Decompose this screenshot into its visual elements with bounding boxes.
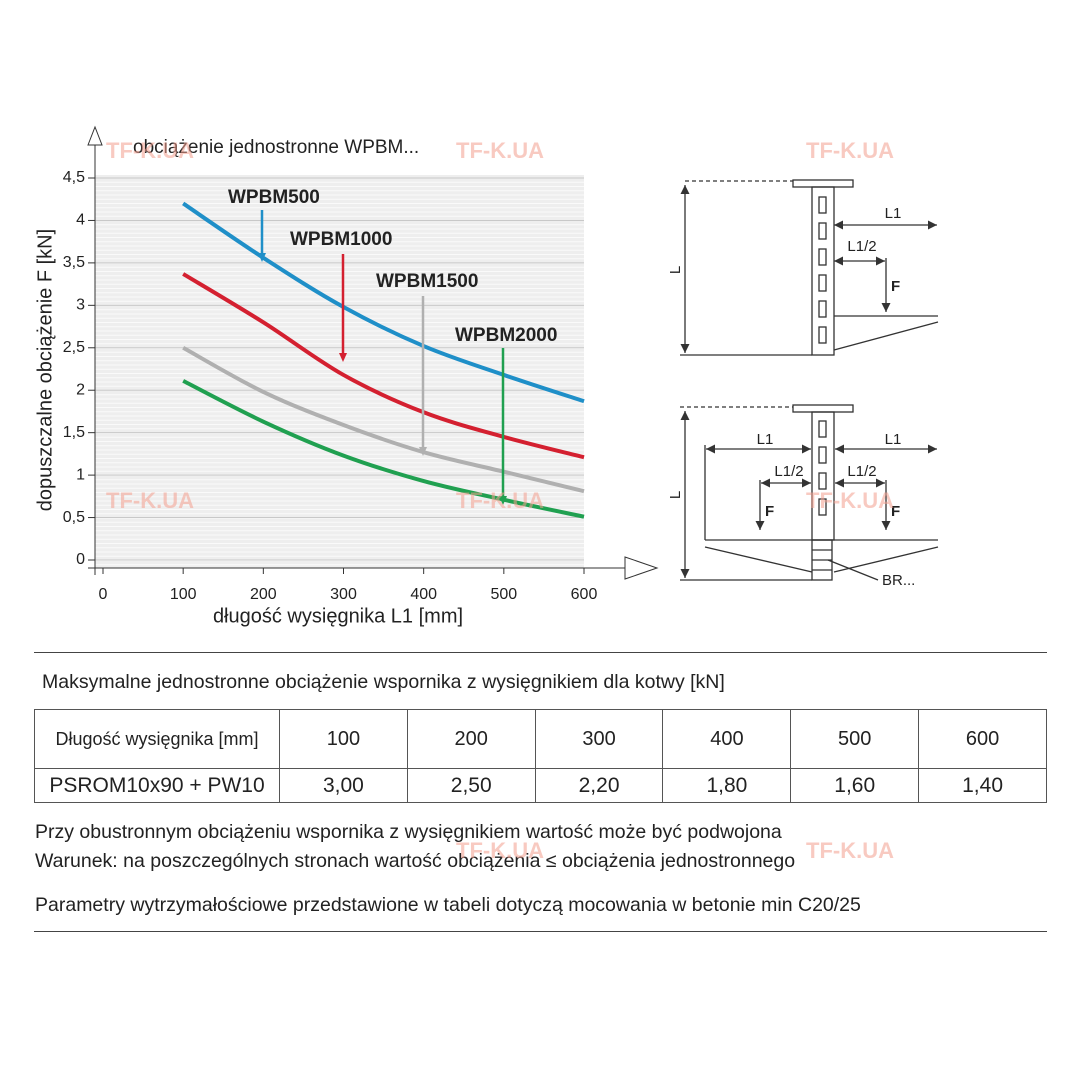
arm <box>833 546 939 573</box>
slot <box>818 248 827 266</box>
y-tick-label: 3,5 <box>63 254 85 271</box>
y-tick-label: 4,5 <box>63 169 85 186</box>
slot <box>818 196 827 214</box>
y-tick-label: 2,5 <box>63 339 85 356</box>
diagram-top: L1 L1/2 F L <box>667 179 939 356</box>
slot <box>818 472 827 490</box>
slot <box>818 274 827 292</box>
label-arrowhead <box>419 447 427 456</box>
arm <box>833 321 939 351</box>
plate <box>792 179 854 188</box>
x-tick-label: 100 <box>170 586 197 603</box>
table: Długość wysięgnika [mm] 100 200 300 400 500 60… <box>34 709 1047 803</box>
cell: 400 <box>662 709 792 769</box>
x-tick-label: 400 <box>410 586 437 603</box>
series-line <box>182 346 585 494</box>
force-label: F <box>765 503 774 520</box>
dim-label: L1/2 <box>774 463 803 480</box>
column <box>811 411 835 541</box>
x-tick-label: 600 <box>571 586 598 603</box>
y-tick-label: 4 <box>76 212 85 229</box>
y-tick-label: 1,5 <box>63 424 85 441</box>
label-arrowhead <box>499 496 507 505</box>
rule <box>34 652 1047 653</box>
dim-label: L1 <box>757 431 774 448</box>
y-tick-label: 0 <box>76 551 85 568</box>
dim-label: L <box>667 491 684 499</box>
note: Przy obustronnym obciążeniu wspornika z … <box>35 821 782 843</box>
column <box>811 186 835 356</box>
cell: 100 <box>279 709 408 769</box>
cell: 2,50 <box>406 768 536 803</box>
dim-label: L1/2 <box>847 238 876 255</box>
table-row: Długość wysięgnika [mm] 100 200 300 400 500 60… <box>34 709 1047 769</box>
slot <box>818 300 827 318</box>
slot <box>818 420 827 438</box>
note: Parametry wytrzymałościowe przedstawione… <box>35 894 861 916</box>
slot <box>818 498 827 516</box>
cell: 1,40 <box>918 768 1047 803</box>
diagram-bottom: L1 L1 L1/2 L1/2 F F L BR... <box>667 404 939 589</box>
slot <box>818 326 827 344</box>
chart-title: obciążenie jednostronne WPBM... <box>133 137 419 158</box>
cell: 500 <box>790 709 920 769</box>
table-caption: Maksymalne jednostronne obciążenie wspor… <box>42 671 725 693</box>
series-label: WPBM1000 <box>290 229 392 250</box>
slot <box>818 222 827 240</box>
x-axis-arrow <box>624 556 659 580</box>
series-label: WPBM1500 <box>376 271 478 292</box>
y-tick-label: 0,5 <box>63 509 85 526</box>
y-axis-arrow <box>87 125 103 146</box>
series-line <box>182 201 585 404</box>
arm <box>704 546 813 573</box>
y-tick-label: 2 <box>76 381 85 398</box>
plate <box>792 404 854 413</box>
watermark: TF-K.UA <box>806 838 894 863</box>
cell: 1,60 <box>790 768 920 803</box>
cell: 200 <box>406 709 536 769</box>
cell: 2,20 <box>534 768 664 803</box>
series-label: WPBM2000 <box>455 325 557 346</box>
cell: PSROM10x90 + PW10 <box>34 768 280 803</box>
dim-label: L1/2 <box>847 463 876 480</box>
dim-label: L1 <box>885 205 902 222</box>
table-row: PSROM10x90 + PW10 3,00 2,50 2,20 1,80 1,60 1,4… <box>34 768 1047 803</box>
cell: Długość wysięgnika [mm] <box>34 709 280 769</box>
force-label: F <box>891 503 900 520</box>
cell: 3,00 <box>279 768 408 803</box>
cell: 300 <box>534 709 664 769</box>
x-axis-label: długość wysięgnika L1 [mm] <box>213 605 463 627</box>
x-tick-label: 500 <box>490 586 517 603</box>
series-line <box>182 379 585 519</box>
label-arrowhead <box>258 253 266 262</box>
series-line <box>182 272 585 460</box>
chart: obciążenie jednostronne WPBM... długość … <box>34 125 939 627</box>
x-tick-label: 300 <box>330 586 357 603</box>
rule <box>34 931 1047 932</box>
x-tick-label: 0 <box>99 586 108 603</box>
leader <box>827 559 879 581</box>
cell: 600 <box>918 709 1047 769</box>
dim-label: L1 <box>885 431 902 448</box>
y-axis-label: dopuszczalne obciążenie F [kN] <box>34 229 56 511</box>
label-arrowhead <box>339 353 347 362</box>
bracket-label: BR... <box>882 572 915 589</box>
series-label: WPBM500 <box>228 187 320 208</box>
slot <box>818 446 827 464</box>
note: Warunek: na poszczególnych stronach wart… <box>35 850 796 872</box>
cell: 1,80 <box>662 768 792 803</box>
x-tick-label: 200 <box>250 586 277 603</box>
y-tick-label: 3 <box>76 297 85 314</box>
y-tick-label: 1 <box>76 466 85 483</box>
force-label: F <box>891 278 900 295</box>
dim-label: L <box>667 266 684 274</box>
